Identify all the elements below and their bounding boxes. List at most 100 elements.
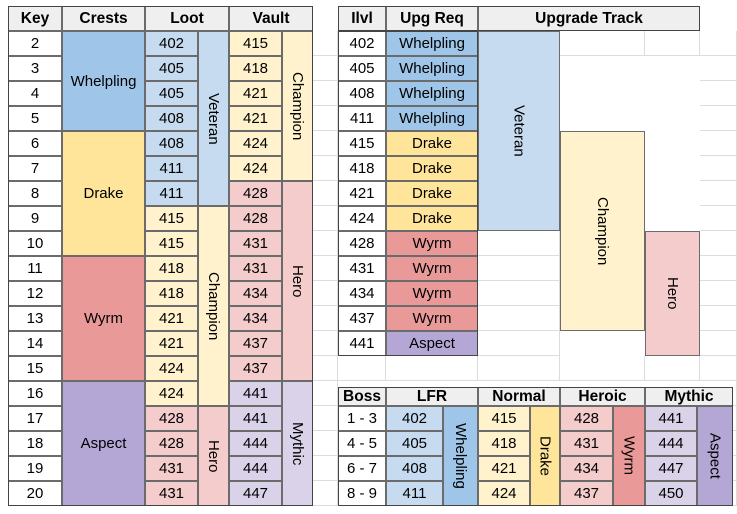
key-cell: 11 (8, 256, 62, 281)
blank-cell (700, 231, 737, 256)
blank-cell (313, 481, 338, 506)
loot-value: 421 (145, 306, 198, 331)
ilvl-cell: 437 (338, 306, 386, 331)
raid-header-lfr: LFR (386, 387, 478, 406)
loot-value: 415 (145, 231, 198, 256)
crest-drake: Drake (62, 131, 145, 256)
loot-track-veteran: Veteran (198, 31, 229, 206)
blank-cell (700, 331, 737, 356)
raid-header-heroic: Heroic (560, 387, 645, 406)
upgrade-req-drake: Drake (386, 131, 478, 156)
blank-cell (700, 181, 737, 206)
key-cell: 15 (8, 356, 62, 381)
blank-cell (313, 256, 338, 281)
vault-value: 437 (229, 356, 282, 381)
header-upg-req: Upg Req (386, 6, 478, 31)
blank-cell (386, 356, 478, 381)
key-cell: 4 (8, 81, 62, 106)
blank-cell (478, 356, 560, 381)
loot-value: 415 (145, 206, 198, 231)
vault-value: 421 (229, 106, 282, 131)
blank-cell (313, 181, 338, 206)
blank-cell (313, 31, 338, 56)
loot-value: 408 (145, 106, 198, 131)
blank-cell (478, 306, 560, 331)
ilvl-cell: 424 (338, 206, 386, 231)
mythic-ilvl: 450 (645, 481, 697, 506)
track-veteran-label: Veteran (510, 105, 528, 157)
normal-ilvl: 421 (478, 456, 530, 481)
heroic-ilvl: 428 (560, 406, 613, 431)
blank-cell (313, 206, 338, 231)
blank-cell (700, 106, 737, 131)
blank-cell (313, 431, 338, 456)
loot-track-champion-label: Champion (205, 271, 222, 341)
heroic-ilvl: 437 (560, 481, 613, 506)
loot-value: 408 (145, 131, 198, 156)
crest-aspect: Aspect (62, 381, 145, 506)
loot-value: 431 (145, 456, 198, 481)
upgrade-req-wyrm: Wyrm (386, 306, 478, 331)
loot-value: 421 (145, 331, 198, 356)
raid-header-boss: Boss (338, 387, 386, 406)
ilvl-cell: 428 (338, 231, 386, 256)
blank-cell (313, 456, 338, 481)
loot-value: 418 (145, 256, 198, 281)
blank-cell (478, 331, 560, 356)
vault-value: 418 (229, 56, 282, 81)
ilvl-cell: 431 (338, 256, 386, 281)
upgrade-req-wyrm: Wyrm (386, 231, 478, 256)
header-upgrade-track: Upgrade Track (478, 6, 700, 31)
upgrade-req-wyrm: Wyrm (386, 256, 478, 281)
crest-wyrm: Wyrm (62, 256, 145, 381)
vault-value: 444 (229, 431, 282, 456)
blank-cell (700, 306, 737, 331)
loot-track-veteran-label: Veteran (205, 92, 222, 145)
upgrade-req-aspect: Aspect (386, 331, 478, 356)
vault-value: 431 (229, 231, 282, 256)
upgrade-req-whelpling: Whelpling (386, 106, 478, 131)
mythic-ilvl: 441 (645, 406, 697, 431)
lfr-ilvl: 411 (386, 481, 443, 506)
ilvl-cell: 415 (338, 131, 386, 156)
vault-value: 437 (229, 331, 282, 356)
blank-cell (700, 256, 737, 281)
loot-value: 411 (145, 181, 198, 206)
mythic-ilvl: 444 (645, 431, 697, 456)
blank-cell (313, 81, 338, 106)
ilvl-cell: 441 (338, 331, 386, 356)
normal-ilvl: 424 (478, 481, 530, 506)
key-cell: 2 (8, 31, 62, 56)
ilvl-cell: 402 (338, 31, 386, 56)
mythic-ilvl: 447 (645, 456, 697, 481)
vault-track-champion: Champion (282, 31, 313, 181)
key-cell: 19 (8, 456, 62, 481)
key-cell: 20 (8, 481, 62, 506)
loot-value: 405 (145, 56, 198, 81)
blank-cell (700, 206, 737, 231)
loot-value: 418 (145, 281, 198, 306)
lfr-crest-whelpling-label: Whelpling (452, 423, 469, 489)
blank-cell (313, 406, 338, 431)
normal-crest-drake-label: Drake (536, 435, 554, 476)
loot-track-champion: Champion (198, 206, 229, 406)
ilvl-cell: 418 (338, 156, 386, 181)
header-vault: Vault (229, 6, 313, 31)
track-hero-label: Hero (664, 277, 681, 310)
key-cell: 8 (8, 181, 62, 206)
vault-track-mythic-label: Mythic (289, 421, 306, 466)
blank-cell (560, 356, 645, 381)
blank-cell (700, 281, 737, 306)
raid-header-mythic: Mythic (645, 387, 733, 406)
heroic-ilvl: 431 (560, 431, 613, 456)
vault-value: 421 (229, 81, 282, 106)
vault-track-champion-label: Champion (289, 71, 306, 141)
blank-cell (478, 256, 560, 281)
upgrade-req-whelpling: Whelpling (386, 31, 478, 56)
boss-range: 1 - 3 (338, 406, 386, 431)
upgrade-req-drake: Drake (386, 156, 478, 181)
loot-value: 424 (145, 356, 198, 381)
key-cell: 14 (8, 331, 62, 356)
lfr-ilvl: 402 (386, 406, 443, 431)
blank-cell (313, 106, 338, 131)
